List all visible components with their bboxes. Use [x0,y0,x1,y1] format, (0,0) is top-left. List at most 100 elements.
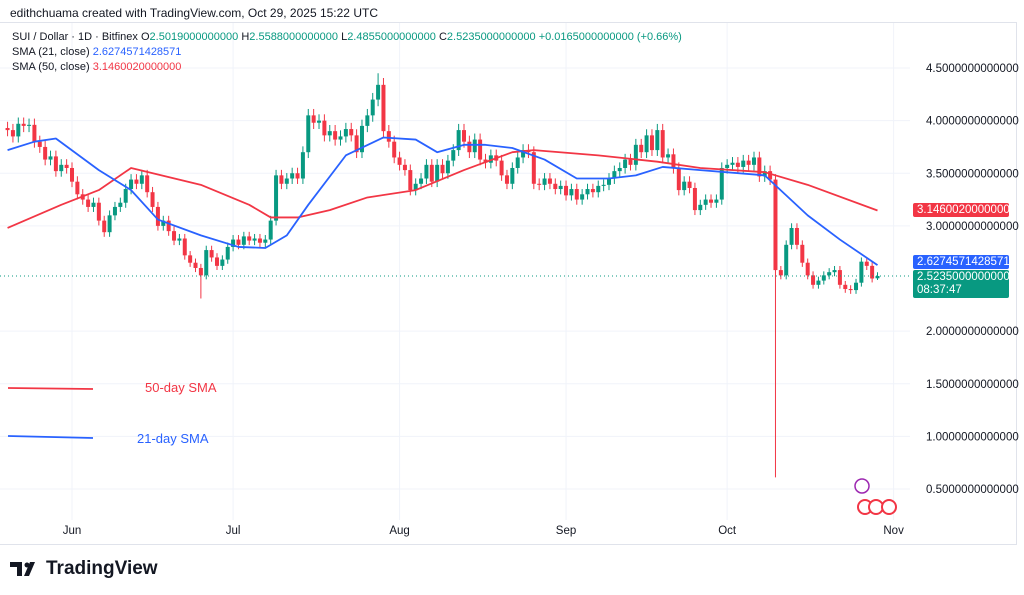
candle-body [16,123,21,137]
candle-body [236,239,241,245]
candle-body [257,238,262,243]
candle-body [676,167,681,191]
candle-body [419,178,424,184]
candle-body [639,144,644,153]
y-tick-label: 4.0000000000000 [926,116,1019,128]
candle-body [429,164,434,182]
candle-body [198,267,203,276]
candle-body [220,259,225,266]
candle-body [91,202,96,207]
candle-body [832,270,837,273]
candle-body [521,150,526,158]
candle-body [279,175,284,184]
candle-body [145,175,150,193]
candle-body [263,239,268,243]
candle-body [284,178,289,184]
candle-body [703,199,708,205]
chart-caption: edithchuama created with TradingView.com… [10,6,378,20]
candle-body [300,152,305,179]
candle-body [633,144,638,165]
candle-body [268,220,273,240]
candle-body [800,244,805,263]
candle-body [854,282,859,291]
candle-body [768,171,773,180]
bar-countdown: 08:37:47 [917,284,962,296]
candle-body [370,99,375,116]
candle-body [612,171,617,179]
candle-body [558,185,563,190]
sma21-row[interactable]: SMA (21, close) 2.6274571428571 [12,45,682,60]
brand-name: TradingView [46,558,158,579]
candle-body [445,160,450,174]
candle-body [177,238,182,241]
candle-body [644,135,649,153]
close-value: 2.5235000000000 [446,31,536,43]
candle-body [123,189,128,203]
candle-body [472,139,477,153]
x-tick-label: Oct [718,525,737,537]
sma50-annotation: 50-day SMA [145,380,217,395]
candle-body [537,183,542,185]
candle-body [875,276,880,279]
low-value: 2.4855000000000 [347,31,436,43]
candle-body [397,157,402,165]
tradingview-logo[interactable]: TradingView [10,558,158,580]
candle-body [53,156,58,172]
candle-body [848,289,853,291]
candle-body [129,179,134,190]
candle-body [789,227,794,245]
symbol-label[interactable]: SUI / Dollar · 1D · Bitfinex [12,31,138,43]
y-tick-label: 4.5000000000000 [926,63,1019,75]
candle-body [462,130,467,142]
sma50-row[interactable]: SMA (50, close) 3.1460020000000 [12,60,682,75]
candle-body [166,220,171,232]
candle-body [751,157,756,165]
sma21-label: SMA (21, close) [12,46,90,58]
sma21-value: 2.6274571428571 [92,46,182,58]
candle-body [290,173,295,179]
sma50-price-tag: 3.1460020000000 [913,203,1010,217]
high-label: H [241,31,250,43]
candle-body [601,184,606,186]
x-tick-label: Nov [883,525,904,537]
candle-body [709,199,714,203]
candle-body [188,255,193,263]
candle-body [306,115,311,153]
economic-event-icon [868,499,884,515]
sma21-price-tag: 2.6274571428571 [913,255,1010,269]
candle-body [811,275,816,285]
candle-body [112,206,117,216]
event-icon [854,478,870,494]
candle-body [655,130,660,151]
candle-body [499,160,504,176]
candle-body [864,261,869,266]
candle-body [483,159,488,163]
candle-body [10,130,15,137]
candle-body [311,115,316,123]
candle-body [859,261,864,283]
candle-body [456,130,461,151]
candle-body [392,141,397,158]
candle-body [322,120,327,136]
candle-body [150,192,155,207]
candle-body [241,236,246,245]
candle-body [75,181,80,195]
candle-body [343,129,348,137]
chart-legend: SUI / Dollar · 1D · Bitfinex O2.50190000… [12,30,682,75]
high-value: 2.5588000000000 [249,31,338,43]
candle-body [231,239,236,247]
candle-body [86,199,91,207]
candle-body [735,162,740,167]
candle-body [547,178,552,184]
candle-body [274,175,279,221]
candle-body [719,167,724,200]
candle-body [805,262,810,276]
candle-body [515,157,520,168]
candle-body [376,84,381,100]
candle-body [317,120,322,123]
candle-body [182,238,187,256]
candle-body [32,124,37,142]
candle-body [118,202,123,207]
candle-body [209,250,214,258]
